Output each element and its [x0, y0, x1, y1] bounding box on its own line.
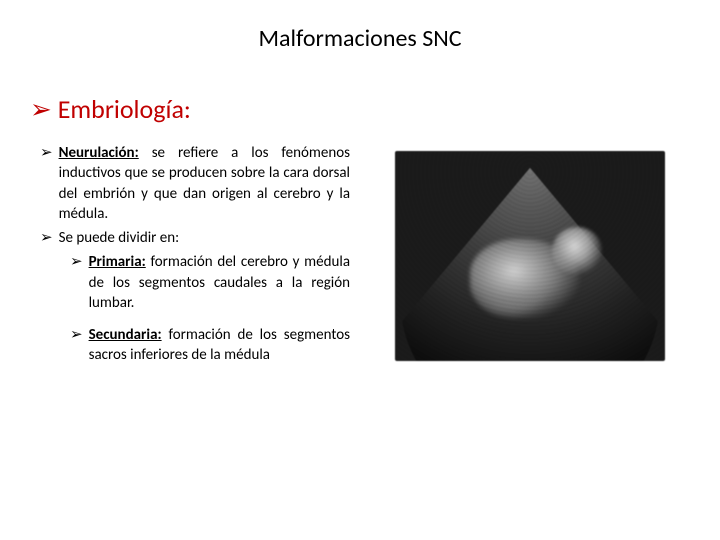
term-neurulation: Neurulación: — [59, 144, 139, 162]
term-primaria: Primaria: — [89, 253, 146, 271]
bullet-neurulation: ➢ Neurulación: se refiere a los fenómeno… — [40, 143, 350, 224]
term-secundaria: Secundaria: — [89, 326, 162, 344]
text-divide: Se puede dividir en: — [59, 228, 180, 248]
bullet-arrow-icon: ➢ — [40, 143, 53, 224]
section-label: Embriología: — [58, 93, 191, 125]
ultrasound-image — [395, 151, 665, 361]
section-heading: ➢ Embriología: — [30, 93, 690, 125]
bullet-arrow-icon: ➢ — [40, 228, 53, 248]
bullet-arrow-icon: ➢ — [30, 94, 52, 124]
bullet-primaria: ➢ Primaria: formación del cerebro y médu… — [70, 252, 350, 313]
bullet-divide: ➢ Se puede dividir en: — [40, 228, 350, 248]
slide-title: Malformaciones SNC — [30, 24, 690, 53]
bullet-secundaria: ➢ Secundaria: formación de los segmentos… — [70, 325, 350, 366]
text-column: ➢ Neurulación: se refiere a los fenómeno… — [30, 143, 350, 378]
bullet-arrow-icon: ➢ — [70, 252, 83, 313]
bullet-arrow-icon: ➢ — [70, 325, 83, 366]
